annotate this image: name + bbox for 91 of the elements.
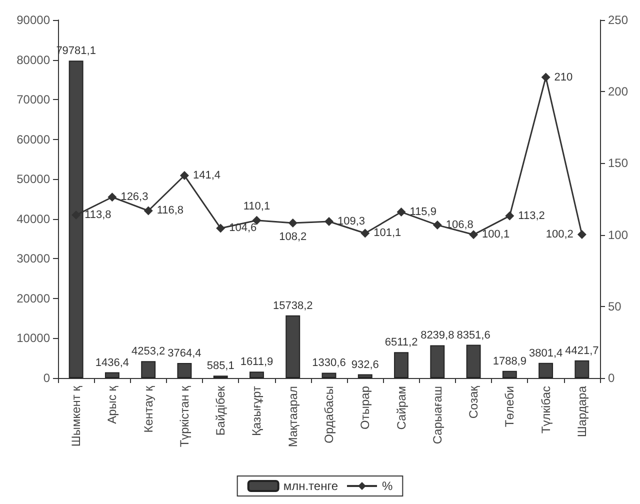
y-tick-label: 0 — [43, 371, 50, 385]
data-label: 126,3 — [120, 191, 148, 204]
data-label: 141,4 — [192, 170, 220, 182]
bar — [394, 352, 408, 378]
data-label: 210 — [554, 71, 573, 84]
bar — [104, 372, 120, 378]
data-label: 109,3 — [338, 215, 366, 228]
point — [577, 230, 586, 240]
data-label: 4253,2 — [132, 346, 166, 358]
data-label: 15738,2 — [272, 300, 313, 312]
y-tick-label: 40000 — [16, 212, 50, 226]
x-tick-label: Түлкібас — [538, 386, 553, 434]
bar — [250, 372, 264, 378]
y2-tick-label: 250 — [608, 13, 628, 27]
data-label: 106,8 — [446, 219, 474, 232]
y-tick-label: 10000 — [16, 331, 50, 346]
bar — [177, 363, 192, 378]
y-tick-label: 20000 — [16, 291, 50, 306]
y2-tick-label: 150 — [608, 156, 628, 170]
data-label: 8239,8 — [420, 330, 454, 342]
x-tick-label: Ордабасы — [322, 386, 336, 444]
y2-tick-label: 50 — [608, 299, 622, 314]
bar — [358, 374, 372, 378]
bar — [502, 370, 517, 378]
x-tick-label: Төлеби — [502, 386, 517, 428]
data-label: 932,6 — [351, 358, 379, 371]
data-label: 116,8 — [156, 204, 184, 217]
point — [469, 230, 478, 240]
x-tick-label: Отырар — [358, 386, 372, 430]
point — [432, 220, 442, 230]
point — [252, 216, 262, 225]
data-label: 108,2 — [279, 231, 307, 244]
data-label: 115,9 — [410, 206, 436, 218]
point — [288, 218, 298, 228]
data-label: 100,2 — [546, 228, 574, 241]
data-label: 1611,9 — [240, 356, 274, 368]
x-tick-label: Түркістан қ — [177, 385, 192, 448]
data-label: 6511,2 — [384, 336, 418, 349]
y-tick-label: 70000 — [16, 92, 50, 107]
data-label: 101,1 — [374, 227, 402, 240]
point — [108, 192, 117, 202]
data-label: 100,1 — [482, 228, 510, 241]
bar — [141, 361, 156, 378]
x-tick-label: Арыс қ — [105, 385, 120, 424]
bar — [430, 345, 445, 378]
bar — [68, 60, 84, 378]
x-tick-label: Шардара — [574, 386, 589, 438]
y-tick-label: 60000 — [16, 132, 50, 146]
data-label: 3801,4 — [528, 347, 563, 360]
data-label: 4421,7 — [565, 344, 599, 357]
data-label: 1436,4 — [95, 356, 130, 369]
x-tick-label: Байдібек — [214, 385, 228, 436]
y-tick-label: 90000 — [16, 13, 50, 27]
point — [541, 72, 550, 82]
bar — [286, 315, 300, 378]
point — [180, 171, 189, 180]
bar — [574, 360, 590, 378]
data-label: 8351,6 — [456, 329, 490, 342]
x-tick-label: Кентау қ — [141, 385, 156, 433]
point — [505, 211, 514, 220]
bar — [466, 344, 481, 378]
point — [144, 206, 153, 216]
point — [72, 210, 81, 220]
data-label: 3764,4 — [168, 348, 202, 360]
data-label: 110,1 — [243, 200, 270, 212]
y2-tick-label: 0 — [608, 371, 615, 385]
bar — [322, 372, 336, 378]
data-label: 104,6 — [229, 222, 257, 234]
y2-tick-label: 200 — [608, 84, 628, 99]
legend-label: млн.тенге — [283, 479, 338, 493]
data-label: 585,1 — [206, 360, 234, 372]
data-label: 1330,6 — [312, 357, 346, 370]
point — [396, 208, 406, 217]
y-tick-label: 50000 — [16, 172, 50, 186]
point — [216, 224, 226, 233]
x-tick-label: Созақ — [466, 385, 481, 419]
x-tick-label: Қазығұрт — [250, 386, 264, 436]
data-label: 1788,9 — [492, 355, 526, 368]
x-tick-label: Сайрам — [394, 386, 408, 430]
point — [360, 228, 370, 238]
legend-label: % — [382, 479, 393, 493]
point — [324, 216, 334, 226]
data-label: 113,2 — [518, 210, 545, 222]
x-tick-label: Мақтаарал — [286, 386, 300, 448]
bar — [538, 362, 554, 378]
y-tick-label: 30000 — [16, 252, 50, 266]
x-tick-label: Шымкент қ — [69, 385, 84, 447]
y2-tick-label: 100 — [608, 228, 628, 242]
y-tick-label: 80000 — [16, 52, 50, 67]
data-label: 113,8 — [84, 209, 112, 222]
x-tick-label: Сарыағаш — [430, 386, 444, 444]
